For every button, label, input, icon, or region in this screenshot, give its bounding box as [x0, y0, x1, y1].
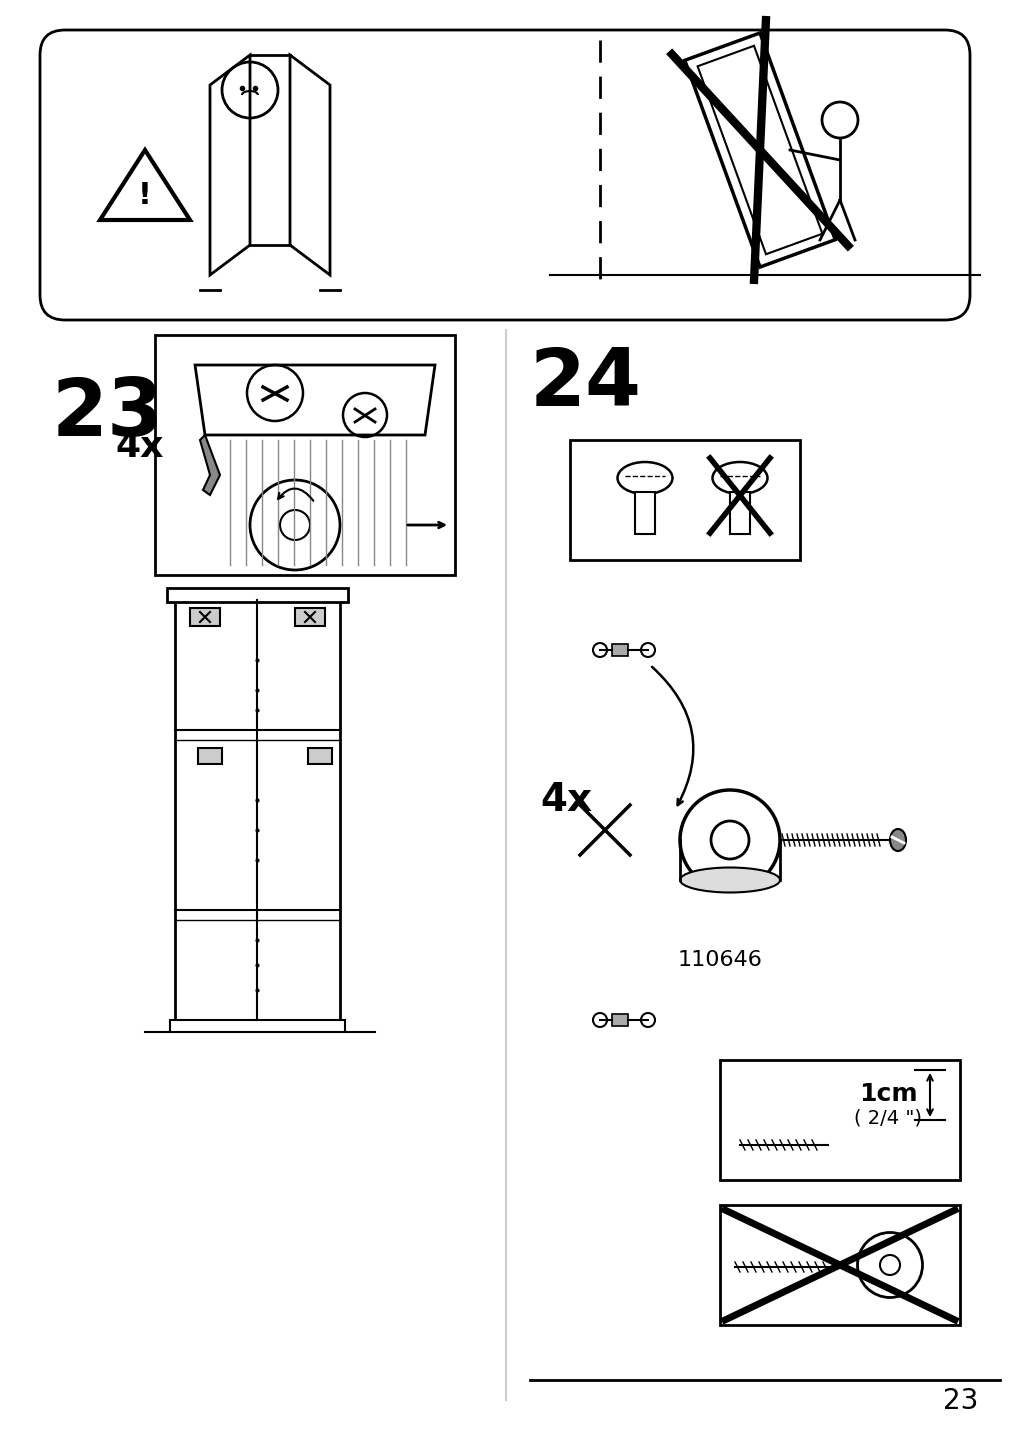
- Circle shape: [592, 643, 607, 657]
- Bar: [155, 335, 455, 576]
- Text: !: !: [137, 180, 152, 209]
- Bar: [719, 1060, 959, 1180]
- Text: 23: 23: [941, 1388, 977, 1415]
- Circle shape: [592, 1012, 607, 1027]
- Bar: [170, 1020, 345, 1032]
- Text: 110646: 110646: [677, 949, 761, 969]
- Bar: [295, 609, 325, 626]
- Bar: [729, 493, 749, 534]
- Ellipse shape: [889, 829, 905, 851]
- Bar: [198, 748, 221, 765]
- Polygon shape: [612, 644, 628, 656]
- Ellipse shape: [679, 868, 779, 892]
- Text: 4x: 4x: [115, 430, 163, 464]
- Polygon shape: [612, 1014, 628, 1025]
- Bar: [307, 748, 332, 765]
- Text: 1cm: 1cm: [858, 1083, 916, 1106]
- Bar: [719, 1204, 959, 1325]
- Polygon shape: [200, 435, 219, 495]
- Bar: [569, 440, 800, 560]
- Text: 24: 24: [530, 345, 641, 422]
- Text: 23: 23: [52, 375, 164, 453]
- Circle shape: [640, 1012, 654, 1027]
- Text: 4x: 4x: [540, 780, 591, 819]
- Text: ( 2/4 "): ( 2/4 "): [853, 1108, 921, 1127]
- Bar: [167, 589, 348, 601]
- Polygon shape: [100, 150, 190, 221]
- Circle shape: [640, 643, 654, 657]
- Bar: [634, 493, 654, 534]
- Bar: [175, 600, 340, 1020]
- FancyBboxPatch shape: [40, 30, 969, 319]
- Bar: [190, 609, 219, 626]
